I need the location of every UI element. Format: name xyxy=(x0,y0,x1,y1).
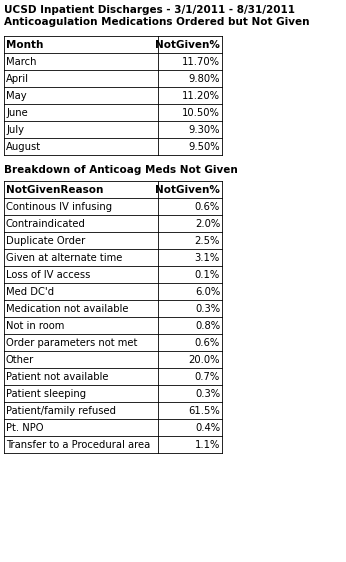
Text: 0.6%: 0.6% xyxy=(195,202,220,212)
Text: 9.30%: 9.30% xyxy=(189,125,220,135)
Text: UCSD Inpatient Discharges - 3/1/2011 - 8/31/2011: UCSD Inpatient Discharges - 3/1/2011 - 8… xyxy=(4,5,295,15)
Text: Transfer to a Procedural area: Transfer to a Procedural area xyxy=(6,441,150,450)
Text: 20.0%: 20.0% xyxy=(189,355,220,365)
Text: Order parameters not met: Order parameters not met xyxy=(6,338,137,348)
Text: 0.4%: 0.4% xyxy=(195,423,220,433)
Text: 0.3%: 0.3% xyxy=(195,389,220,400)
Text: 0.3%: 0.3% xyxy=(195,305,220,314)
Text: 0.8%: 0.8% xyxy=(195,321,220,332)
Text: 61.5%: 61.5% xyxy=(188,406,220,416)
Text: Given at alternate time: Given at alternate time xyxy=(6,253,122,264)
Text: March: March xyxy=(6,57,36,67)
Text: Breakdown of Anticoag Meds Not Given: Breakdown of Anticoag Meds Not Given xyxy=(4,165,238,175)
Text: 0.6%: 0.6% xyxy=(195,338,220,348)
Text: Pt. NPO: Pt. NPO xyxy=(6,423,44,433)
Text: 0.7%: 0.7% xyxy=(195,373,220,382)
Text: Month: Month xyxy=(6,40,43,51)
Text: 6.0%: 6.0% xyxy=(195,287,220,297)
Text: July: July xyxy=(6,125,24,135)
Text: 9.50%: 9.50% xyxy=(188,142,220,152)
Text: April: April xyxy=(6,74,29,84)
Text: 3.1%: 3.1% xyxy=(195,253,220,264)
Text: 11.20%: 11.20% xyxy=(182,92,220,101)
Text: 9.80%: 9.80% xyxy=(189,74,220,84)
Text: NotGiven%: NotGiven% xyxy=(155,185,220,196)
Text: 2.0%: 2.0% xyxy=(195,219,220,229)
Text: June: June xyxy=(6,108,28,119)
Text: Patient not available: Patient not available xyxy=(6,373,109,382)
Text: 11.70%: 11.70% xyxy=(182,57,220,67)
Text: 2.5%: 2.5% xyxy=(194,237,220,246)
Text: Patient/family refused: Patient/family refused xyxy=(6,406,116,416)
Text: NotGivenReason: NotGivenReason xyxy=(6,185,103,196)
Text: Continous IV infusing: Continous IV infusing xyxy=(6,202,112,212)
Text: NotGiven%: NotGiven% xyxy=(155,40,220,51)
Text: Med DC'd: Med DC'd xyxy=(6,287,54,297)
Text: 1.1%: 1.1% xyxy=(194,441,220,450)
Text: 10.50%: 10.50% xyxy=(182,108,220,119)
Text: Duplicate Order: Duplicate Order xyxy=(6,237,85,246)
Text: Anticoagulation Medications Ordered but Not Given: Anticoagulation Medications Ordered but … xyxy=(4,17,310,27)
Text: Loss of IV access: Loss of IV access xyxy=(6,270,90,280)
Text: August: August xyxy=(6,142,41,152)
Text: 0.1%: 0.1% xyxy=(195,270,220,280)
Text: Contraindicated: Contraindicated xyxy=(6,219,86,229)
Text: Medication not available: Medication not available xyxy=(6,305,128,314)
Text: Other: Other xyxy=(6,355,34,365)
Text: May: May xyxy=(6,92,27,101)
Text: Patient sleeping: Patient sleeping xyxy=(6,389,86,400)
Text: Not in room: Not in room xyxy=(6,321,64,332)
